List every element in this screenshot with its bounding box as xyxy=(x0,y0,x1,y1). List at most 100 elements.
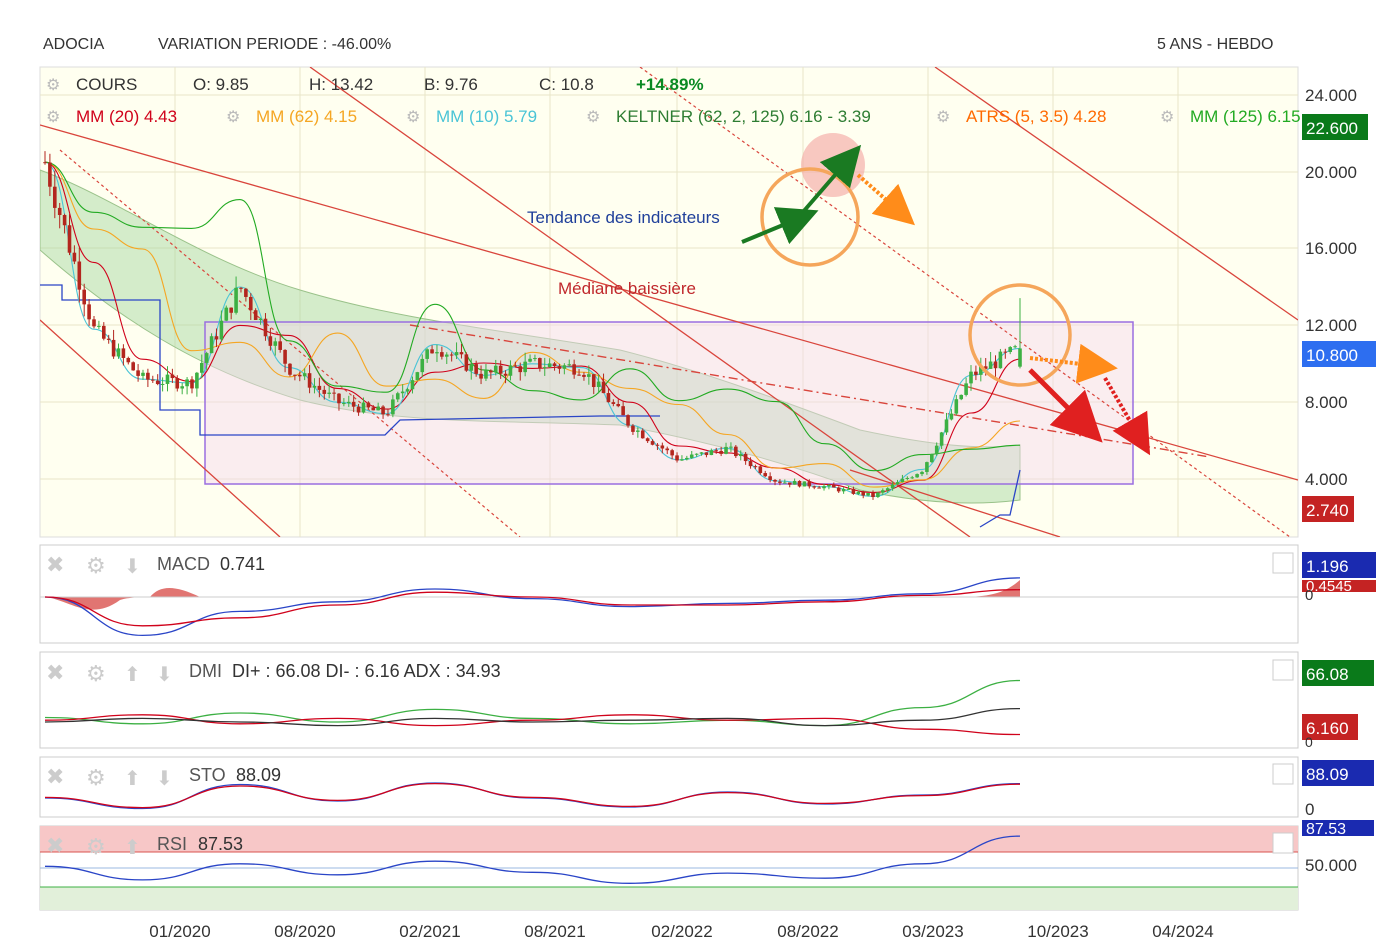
candle-body xyxy=(199,362,204,373)
candle-body xyxy=(709,450,714,456)
candle-body xyxy=(665,448,670,451)
candle-body xyxy=(704,452,709,456)
candle-body xyxy=(881,490,885,493)
candle-body xyxy=(552,363,557,367)
candle-body xyxy=(356,406,361,413)
arrow-up-icon[interactable]: ⬆ xyxy=(124,768,141,790)
rsi-checkbox[interactable] xyxy=(1272,832,1294,854)
candle-body xyxy=(229,307,233,313)
dmi-legend: ✖ ⚙ ⬆ ⬇ DMI DI+ : 66.08 DI- : 6.16 ADX :… xyxy=(46,660,501,686)
candle-body xyxy=(141,372,145,376)
candle-body xyxy=(307,373,312,388)
candle-body xyxy=(724,446,728,454)
gear-icon[interactable]: ⚙ xyxy=(86,553,106,578)
legend-low: B: 9.76 xyxy=(424,75,478,94)
gear-icon[interactable]: ⚙ xyxy=(1160,109,1174,126)
gear-icon[interactable]: ⚙ xyxy=(936,109,950,126)
macd-zero-label: 0 xyxy=(1305,587,1313,604)
close-icon[interactable]: ✖ xyxy=(46,552,64,577)
candle-body xyxy=(111,339,116,357)
candle-body xyxy=(675,455,679,461)
x-tick: 10/2023 xyxy=(1027,922,1088,941)
legend-mm125: MM (125) 6.15 xyxy=(1190,107,1301,126)
arrow-down-icon[interactable]: ⬇ xyxy=(156,768,173,790)
candle-body xyxy=(895,482,900,485)
candle-body xyxy=(974,371,978,375)
candle-body xyxy=(498,365,503,374)
candle-body xyxy=(640,430,645,439)
candle-body xyxy=(273,341,278,346)
candle-body xyxy=(484,370,488,379)
gear-icon[interactable]: ⚙ xyxy=(46,109,60,126)
candle-body xyxy=(714,450,719,452)
candle-body xyxy=(807,481,812,487)
arrow-up-icon[interactable]: ⬆ xyxy=(124,664,141,686)
legend-mm20: MM (20) 4.43 xyxy=(76,107,177,126)
di-plus-line xyxy=(44,679,1021,727)
gear-icon[interactable]: ⚙ xyxy=(86,661,106,686)
candle-body xyxy=(126,357,131,363)
price-circle xyxy=(968,283,1072,387)
arrow-down-icon[interactable]: ⬇ xyxy=(156,664,173,686)
rsi-legend: ✖ ⚙ ⬆ RSI 87.53 xyxy=(46,833,243,859)
price-badge-low xyxy=(1302,496,1354,522)
candle-body xyxy=(77,261,82,290)
rsi-name: RSI xyxy=(157,834,187,854)
candle-body xyxy=(479,373,483,379)
gear-icon[interactable]: ⚙ xyxy=(226,109,240,126)
candle-body xyxy=(591,374,596,388)
candle-body xyxy=(787,482,792,485)
candle-body xyxy=(361,402,366,413)
price-legend: ⚙ COURS O: 9.85 H: 13.42 B: 9.76 C: 10.8… xyxy=(46,75,1301,126)
candle-body xyxy=(131,362,135,371)
gear-icon[interactable]: ⚙ xyxy=(406,109,420,126)
candle-body xyxy=(62,215,67,226)
channel-lower-line xyxy=(40,319,281,537)
candle-body xyxy=(214,336,219,340)
price-tick: 24.000 xyxy=(1305,86,1357,105)
dmi-badge2 xyxy=(1302,714,1358,740)
macd-checkbox[interactable] xyxy=(1272,552,1294,574)
candle-body xyxy=(738,453,743,457)
rsi-oversold-zone xyxy=(40,887,1298,910)
candle-body xyxy=(513,365,518,367)
price-badge-last-text: 10.800 xyxy=(1306,346,1358,365)
macd-panel xyxy=(39,544,1299,644)
candle-body xyxy=(631,425,635,432)
x-axis: 01/2020 08/2020 02/2021 08/2021 02/2022 … xyxy=(149,922,1213,941)
candle-body xyxy=(778,481,782,483)
rsi-level-label: 50.000 xyxy=(1305,856,1357,875)
gear-icon[interactable]: ⚙ xyxy=(86,765,106,790)
candle-body xyxy=(841,488,846,492)
x-tick: 02/2021 xyxy=(399,922,460,941)
gear-icon[interactable]: ⚙ xyxy=(46,77,60,94)
arrow-up-icon[interactable]: ⬆ xyxy=(124,837,141,859)
gear-icon[interactable]: ⚙ xyxy=(586,109,600,126)
candle-body xyxy=(283,349,287,364)
candle-body xyxy=(528,358,532,362)
price-badge-low-text: 2.740 xyxy=(1306,501,1349,520)
macd-histogram-recent xyxy=(960,580,1020,597)
gear-icon[interactable]: ⚙ xyxy=(86,834,106,859)
close-icon[interactable]: ✖ xyxy=(46,660,64,685)
sto-checkbox[interactable] xyxy=(1272,763,1294,785)
candle-body xyxy=(768,476,772,480)
arrow-down-icon[interactable]: ⬇ xyxy=(124,556,141,578)
candle-body xyxy=(557,366,562,369)
candle-body xyxy=(449,354,454,356)
dashed-channel-2 xyxy=(639,67,1291,537)
dmi-checkbox[interactable] xyxy=(1272,659,1294,681)
close-icon[interactable]: ✖ xyxy=(46,764,64,789)
green-arrow-2 xyxy=(801,144,862,214)
candle-body xyxy=(734,446,738,457)
candle-body xyxy=(670,450,674,456)
candle-body xyxy=(101,325,106,339)
close-icon[interactable]: ✖ xyxy=(46,833,64,858)
candle-body xyxy=(518,366,523,373)
candle-body xyxy=(636,430,640,432)
legend-change: +14.89% xyxy=(636,75,704,94)
candle-body xyxy=(655,444,660,446)
candle-body xyxy=(699,452,704,454)
adx-line xyxy=(44,707,1021,727)
candle-body xyxy=(288,363,292,375)
